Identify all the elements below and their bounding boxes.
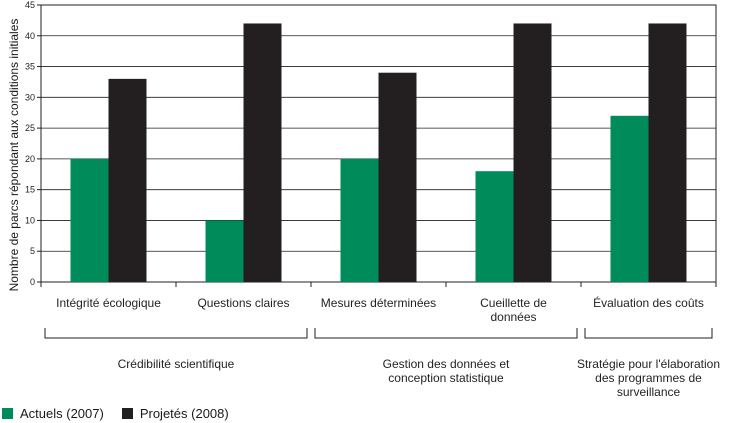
category-label-line: Cueillette de xyxy=(480,296,547,310)
bar-actuels xyxy=(340,158,379,282)
group-label: Crédibilité scientifique xyxy=(118,357,235,371)
bar-actuels xyxy=(70,158,109,282)
bar-projetes xyxy=(243,23,282,282)
bar-actuels xyxy=(205,220,244,282)
category-label: Mesures déterminées xyxy=(321,296,436,310)
category-label-line: Intégrité écologique xyxy=(56,296,161,310)
y-tick-label: 0 xyxy=(30,277,35,287)
bar-projetes xyxy=(108,78,147,282)
group-label-line: conception statistique xyxy=(388,371,504,385)
group-label: Stratégie pour l'élaboration des programm… xyxy=(577,357,720,399)
category-label-line: données xyxy=(490,310,536,324)
bar-chart: 0 5 10 15 20 25 30 35 40 45 Intégrité écologique Qu… xyxy=(25,0,720,399)
y-tick-label: 35 xyxy=(25,62,35,72)
group-label-line: des programmes de xyxy=(595,371,702,385)
category-label: Cueillette de données xyxy=(480,296,547,324)
category-label-line: Mesures déterminées xyxy=(321,296,436,310)
category-label-line: Questions claires xyxy=(197,296,289,310)
group-label-line: Crédibilité scientifique xyxy=(118,357,235,371)
bar-actuels xyxy=(475,171,514,282)
bar-projetes xyxy=(513,23,552,282)
y-tick-label: 45 xyxy=(25,0,35,10)
category-label: Évaluation des coûts xyxy=(593,295,704,310)
y-tick-label: 10 xyxy=(25,215,35,225)
group-label: Gestion des données et conception statist… xyxy=(383,357,510,385)
group-bracket xyxy=(584,328,713,339)
group-bracket xyxy=(314,328,578,339)
category-label: Questions claires xyxy=(197,296,289,310)
y-tick-label: 5 xyxy=(30,246,35,256)
legend-label-projetes: Projetés (2008) xyxy=(139,405,229,421)
y-tick-label: 15 xyxy=(25,185,35,195)
y-tick-label: 25 xyxy=(25,123,35,133)
bar-actuels xyxy=(610,115,649,282)
group-label-line: Stratégie pour l'élaboration xyxy=(577,357,720,371)
y-tick-label: 20 xyxy=(25,154,35,164)
bar-projetes xyxy=(648,23,687,282)
group-bracket xyxy=(44,328,308,339)
legend-item-projetes: Projetés (2008) xyxy=(121,405,229,421)
legend-item-actuels: Actuels (2007) xyxy=(2,406,104,421)
legend-label-actuels: Actuels (2007) xyxy=(20,405,104,421)
y-tick-label: 30 xyxy=(25,92,35,102)
y-axis-title: Nombre de parcs répondant aux conditions… xyxy=(7,18,21,292)
bar-projetes xyxy=(378,72,417,282)
category-label-line: Évaluation des coûts xyxy=(593,295,704,310)
group-label-line: Gestion des données et xyxy=(383,357,510,371)
y-tick-label: 40 xyxy=(25,31,35,41)
legend-swatch-projetes xyxy=(121,407,133,419)
category-label: Intégrité écologique xyxy=(56,296,161,310)
legend: Actuels (2007) Projetés (2008) xyxy=(2,404,247,422)
legend-swatch-actuels xyxy=(2,407,13,419)
group-label-line: surveillance xyxy=(617,385,681,399)
